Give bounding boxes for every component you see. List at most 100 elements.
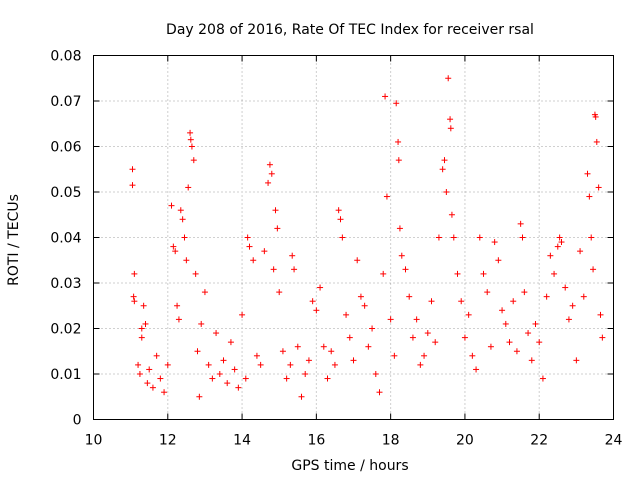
data-point (164, 361, 171, 368)
data-point (450, 234, 457, 241)
data-point (476, 234, 483, 241)
data-point (187, 136, 194, 143)
data-point (365, 343, 372, 350)
data-point (170, 243, 177, 250)
data-point (205, 361, 212, 368)
y-tick-label: 0.03 (50, 276, 81, 292)
data-point (131, 298, 138, 305)
data-point (484, 289, 491, 296)
data-point (495, 257, 502, 264)
data-point (580, 293, 587, 300)
data-point (448, 211, 455, 218)
data-point (597, 311, 604, 318)
data-point (231, 366, 238, 373)
data-point (376, 389, 383, 396)
data-point (138, 334, 145, 341)
x-tick-label: 12 (159, 433, 177, 449)
x-axis-ticks: 10 12 14 16 18 20 22 24 (85, 55, 622, 449)
data-point (175, 316, 182, 323)
data-point (361, 302, 368, 309)
x-tick-label: 16 (307, 433, 325, 449)
data-point (213, 330, 220, 337)
data-point (569, 302, 576, 309)
y-tick-label: 0.04 (50, 231, 81, 247)
data-point (387, 316, 394, 323)
data-point (510, 298, 517, 305)
data-point (593, 138, 600, 145)
x-tick-label: 20 (456, 433, 474, 449)
data-point (599, 334, 606, 341)
y-tick-label: 0 (73, 413, 82, 429)
y-tick-label: 0.02 (50, 322, 81, 338)
data-point (181, 234, 188, 241)
data-point (480, 270, 487, 277)
data-point (266, 161, 273, 168)
data-point (562, 284, 569, 291)
data-point (369, 325, 376, 332)
data-point (187, 129, 194, 136)
data-point (465, 311, 472, 318)
data-point (473, 366, 480, 373)
data-point (424, 330, 431, 337)
data-point (216, 371, 223, 377)
data-point (227, 339, 234, 346)
data-point (337, 216, 344, 223)
data-point (161, 389, 168, 396)
data-point (153, 352, 160, 359)
data-point (447, 116, 454, 123)
data-point (157, 375, 164, 382)
data-point (491, 239, 498, 246)
data-point (357, 293, 364, 300)
y-tick-label: 0.08 (50, 49, 81, 65)
data-point (276, 289, 283, 296)
data-point (445, 75, 452, 82)
data-point (432, 339, 439, 346)
data-point (279, 348, 286, 355)
data-point (551, 270, 558, 277)
data-point (346, 334, 353, 341)
data-point (149, 384, 156, 391)
data-point (224, 380, 231, 387)
data-point (179, 216, 186, 223)
data-point (168, 202, 175, 209)
data-point (198, 320, 205, 327)
data-point (441, 157, 448, 164)
data-point (413, 316, 420, 323)
data-point (287, 361, 294, 368)
data-point (547, 252, 554, 259)
data-point (339, 234, 346, 241)
data-point (350, 357, 357, 364)
data-point (283, 375, 290, 382)
data-point (519, 234, 526, 241)
data-point (595, 184, 602, 191)
data-point (590, 266, 597, 273)
data-point (136, 371, 143, 377)
data-point (554, 243, 561, 250)
data-point (586, 193, 593, 200)
data-point (302, 371, 309, 377)
data-point (138, 325, 145, 332)
data-point (246, 243, 253, 250)
data-point (506, 339, 513, 346)
data-point (174, 302, 181, 309)
data-point (428, 298, 435, 305)
data-point (556, 234, 563, 241)
data-point (250, 257, 257, 264)
data-point (525, 330, 532, 337)
grid (93, 55, 614, 420)
y-tick-label: 0.01 (50, 367, 81, 383)
y-tick-label: 0.07 (50, 94, 81, 110)
data-point (289, 252, 296, 259)
data-point (395, 157, 402, 164)
data-point (131, 270, 138, 277)
data-point (487, 343, 494, 350)
data-point (421, 352, 428, 359)
data-point (253, 352, 260, 359)
data-point (305, 357, 312, 364)
data-point (172, 248, 179, 255)
data-point (129, 182, 136, 189)
data-point (177, 207, 184, 214)
y-axis-ticks: 0 0.01 0.02 0.03 0.04 0.05 0.06 0.07 0.08 (50, 49, 614, 429)
data-point (343, 311, 350, 318)
data-point (194, 348, 201, 355)
